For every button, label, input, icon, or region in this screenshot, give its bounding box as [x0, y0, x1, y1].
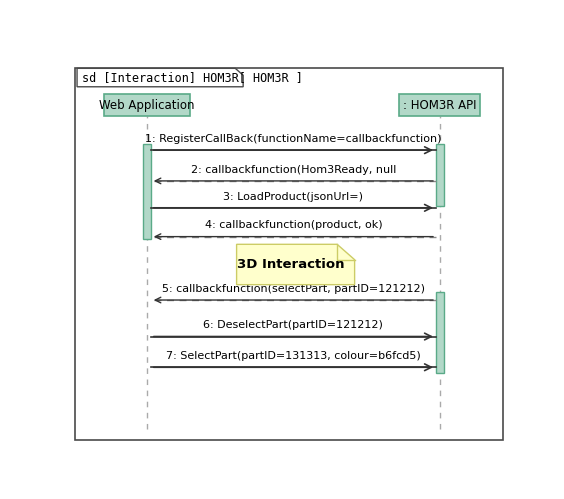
- Text: sd [Interaction] HOM3R[ HOM3R ]: sd [Interaction] HOM3R[ HOM3R ]: [82, 71, 303, 84]
- Bar: [104, 94, 190, 116]
- Text: 2: callbackfunction(Hom3Ready, null: 2: callbackfunction(Hom3Ready, null: [191, 165, 396, 175]
- Text: 4: callbackfunction(product, ok): 4: callbackfunction(product, ok): [205, 221, 382, 231]
- Text: Web Application: Web Application: [99, 98, 195, 112]
- Bar: [399, 94, 481, 116]
- Text: 3D Interaction: 3D Interaction: [237, 258, 345, 271]
- Bar: [436, 144, 444, 206]
- Text: 5: callbackfunction(selectPart, partID=121212): 5: callbackfunction(selectPart, partID=1…: [162, 284, 425, 294]
- Polygon shape: [77, 68, 243, 87]
- Text: 7: SelectPart(partID=131313, colour=b6fcd5): 7: SelectPart(partID=131313, colour=b6fc…: [166, 351, 421, 361]
- Text: : HOM3R API: : HOM3R API: [403, 98, 477, 112]
- Text: 3: LoadProduct(jsonUrl=): 3: LoadProduct(jsonUrl=): [223, 192, 363, 202]
- Bar: [143, 144, 151, 239]
- Bar: [436, 292, 444, 373]
- Text: 1: RegisterCallBack(functionName=callbackfunction): 1: RegisterCallBack(functionName=callbac…: [145, 134, 442, 144]
- Polygon shape: [237, 245, 355, 284]
- Text: 6: DeselectPart(partID=121212): 6: DeselectPart(partID=121212): [204, 320, 384, 330]
